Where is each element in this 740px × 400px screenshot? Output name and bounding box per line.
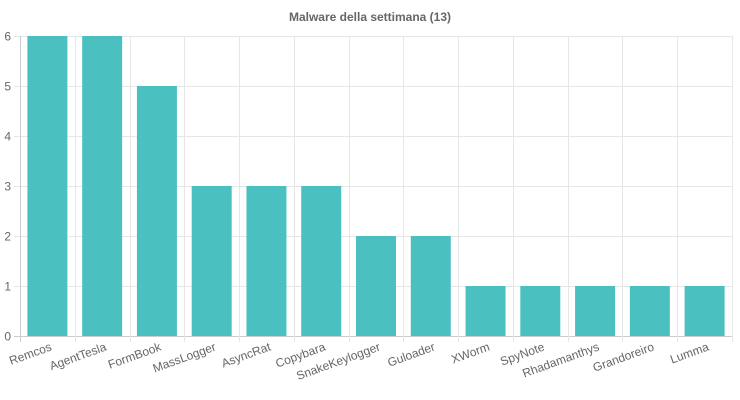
bar-lumma <box>684 286 725 336</box>
x-tick-label: Grandoreiro <box>591 340 656 375</box>
y-tick-label: 1 <box>4 280 11 294</box>
x-tick-label: Guloader <box>386 340 437 370</box>
bar-formbook <box>136 86 177 336</box>
y-tick-label: 3 <box>4 180 11 194</box>
bar-spynote <box>520 286 561 336</box>
x-tick-label: Remcos <box>7 340 53 368</box>
x-tick-label: MassLogger <box>151 340 218 376</box>
y-tick-label: 0 <box>4 330 11 344</box>
bar-copybara <box>301 186 342 336</box>
grid <box>14 36 733 342</box>
bar-masslogger <box>191 186 232 336</box>
bars <box>27 36 725 336</box>
bar-guloader <box>410 236 451 336</box>
bar-asyncrat <box>246 186 287 336</box>
bar-rhadamanthys <box>575 286 616 336</box>
bar-grandoreiro <box>629 286 670 336</box>
y-axis: 0 1 2 3 4 5 6 <box>4 30 11 344</box>
x-tick-label: AgentTesla <box>48 340 109 374</box>
y-tick-label: 6 <box>4 30 11 44</box>
x-tick-label: XWorm <box>449 340 491 367</box>
y-tick-label: 5 <box>4 80 11 94</box>
x-tick-label: Lumma <box>668 340 711 367</box>
bar-xworm <box>465 286 506 336</box>
y-tick-label: 4 <box>4 130 11 144</box>
y-tick-label: 2 <box>4 230 11 244</box>
chart-title: Malware della settimana (13) <box>289 10 451 24</box>
bar-snakekeylogger <box>356 236 396 336</box>
bar-agenttesla <box>82 36 123 336</box>
bar-remcos <box>27 36 68 336</box>
x-tick-label: AsyncRat <box>219 339 273 370</box>
